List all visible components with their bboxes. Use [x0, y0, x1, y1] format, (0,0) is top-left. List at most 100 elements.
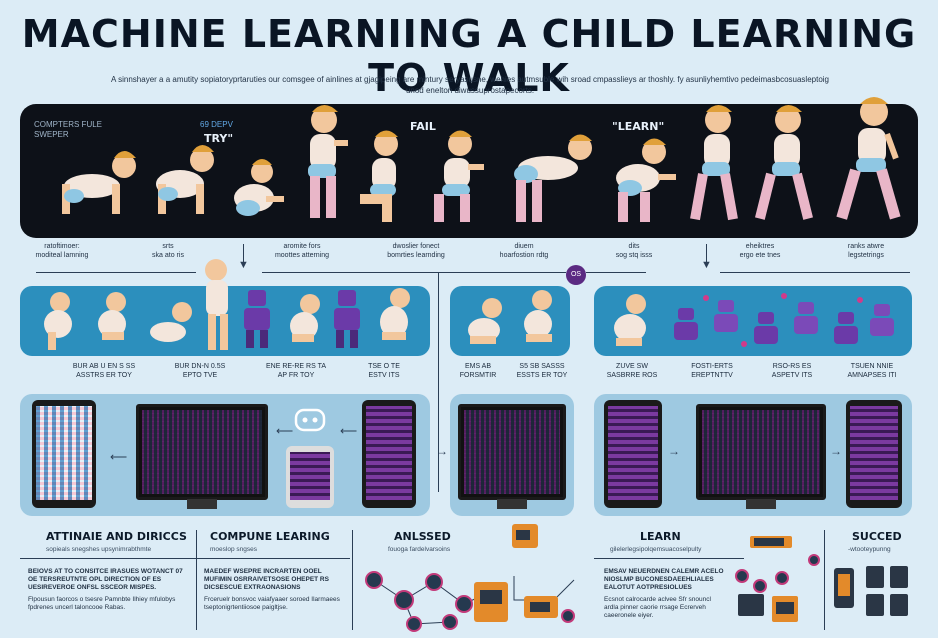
monitor-data-visualization: [458, 404, 566, 509]
caption-line: ESTV ITS: [368, 372, 400, 379]
child-and-robots-illustration: [614, 293, 894, 347]
caption-line: srts: [162, 243, 174, 250]
caption-line: legstetrings: [848, 252, 884, 259]
section-title-analyzed: ANLSSED: [394, 530, 451, 543]
monitor-data-visualization: [136, 404, 268, 509]
connector-line: [720, 272, 910, 273]
arrow-right-icon: →: [830, 444, 842, 458]
os-badge: OS: [566, 265, 586, 285]
arrow-right-icon: →: [668, 444, 680, 458]
caption-line: AMNAPSES ITI: [847, 372, 897, 379]
caption-line: SASBRRE ROS: [606, 372, 658, 379]
bottom-text-block: MAEDEF WSEPRE INCRARTEN OOEL MUFIMIN OSR…: [204, 568, 344, 612]
connector-line: [706, 244, 707, 264]
children-and-robots-illustration: [44, 259, 410, 350]
section-title-attitude: ATTINAIE AND DIRICCS: [46, 530, 187, 543]
section-sub-compute: moeslop sngses: [210, 546, 257, 553]
monitor-screen: [142, 410, 262, 494]
connector-line: [352, 530, 353, 630]
section-title-succeed: SUCCED: [852, 530, 902, 543]
small-tablet: [286, 446, 334, 508]
caption-line: dwoslier fonect: [392, 243, 440, 250]
caption-line: ranks atwre: [847, 243, 885, 250]
panel-caption: EMS AB FORSMTIR: [448, 362, 508, 380]
band-caption: dits sog stq isss: [594, 242, 674, 260]
section-sub-analyzed: fouoga fardelvarsoins: [388, 546, 451, 553]
panel-caption: FOSTI-ERTS EREPTNTTV: [672, 362, 752, 380]
tablet-screen: [36, 406, 92, 500]
caption-line: diuem: [514, 243, 534, 250]
arrow-down-icon: ▼: [701, 259, 712, 271]
caption-line: RSO-RS ES: [772, 363, 812, 370]
tablet-heatmap: [32, 400, 96, 508]
connector-line: [20, 558, 350, 559]
panel-caption: RSO-RS ES ASPETV ITS: [752, 362, 832, 380]
caption-line: hoarfostion rdtg: [499, 252, 549, 259]
caption-line: sog stq isss: [615, 252, 653, 259]
caption-line: FORSMTIR: [459, 372, 497, 379]
bottom-text-heading: EMSAV NEUERDNEN CALEMR ACELO NIOSLMP BUC…: [604, 568, 724, 591]
band-caption: eheiktres ergo ete tnes: [720, 242, 800, 260]
connector-line: [196, 530, 197, 630]
caption-line: TSUEN NNIE: [850, 363, 894, 370]
tablet-dashboard: [846, 400, 902, 508]
caption-line: ZUVE SW: [616, 363, 648, 370]
section-sub-learn: gilelerlegsipolqemsuacoselpulty: [610, 546, 702, 553]
caption-line: aromite fors: [283, 243, 321, 250]
monitor-stand: [746, 499, 776, 509]
band-caption: diuem hoarfostion rdtg: [484, 242, 564, 260]
devices-illustration: [735, 536, 908, 622]
section-sub-attitude: sopieals snegshes upsynimrabthmte: [46, 546, 152, 553]
band-left-label: COMPTERS FULE SWEPER: [34, 120, 103, 139]
tablet-screen: [850, 406, 898, 500]
bottom-text-body: Frceruelr bonsvoc vaiafyaaer soroed Ilar…: [204, 596, 340, 611]
caption-line: BUR DN-N 0.5S: [174, 363, 226, 370]
band-caption: dwoslier fonect bomrties learnding: [376, 242, 456, 260]
panel-caption: TSUEN NNIE AMNAPSES ITI: [832, 362, 912, 380]
caption-line: AP FR TOY: [277, 372, 315, 379]
children-illustration: [468, 290, 552, 344]
tablet-screen: [608, 406, 658, 500]
page-subtitle: A sinnshayer a a amutity sopiatoryprtaru…: [111, 75, 829, 95]
caption-line: moottes atterning: [274, 252, 330, 259]
caption-line: FOSTI-ERTS: [691, 363, 733, 370]
band-caption: ranks atwre legstetrings: [826, 242, 906, 260]
tablet-screen: [366, 406, 412, 500]
squatting-child-illustration: [616, 138, 676, 222]
monitor-stand: [497, 499, 527, 509]
walking-child-illustration: [836, 97, 901, 220]
device-icon: [512, 524, 538, 548]
stage-try-label: TRY": [204, 132, 234, 145]
connector-line: [586, 272, 646, 273]
section-title-compute: COMPUNE LEARING: [210, 530, 330, 543]
monitor-data-visualization: [696, 404, 826, 509]
arrow-right-icon: →: [436, 444, 448, 458]
caption-line: ASSTRS ER TOY: [76, 372, 132, 379]
bottom-text-block: BEIOVS AT TO CONSITCE IRASUES WOTANCT 07…: [28, 568, 192, 612]
tablet-dashboard: [604, 400, 662, 508]
caption-line: EREPTNTTV: [691, 372, 733, 379]
band-caption: srts ska ato ris: [128, 242, 208, 260]
caption-line: eheiktres: [745, 243, 775, 250]
caption-line: EMS AB: [464, 363, 492, 370]
connector-line: [594, 558, 744, 559]
connector-line: [36, 272, 196, 273]
sitting-child-illustration: [234, 159, 284, 216]
connector-line: [438, 272, 566, 273]
tablet-screen: [290, 452, 330, 500]
panel-caption: ZUVE SW SASBRRE ROS: [592, 362, 672, 380]
connector-line: [243, 244, 244, 264]
caption-line: dits: [628, 243, 640, 250]
crawling-child-illustration: [156, 145, 214, 214]
section-title-learn: LEARN: [640, 530, 681, 543]
caption-line: ENE RE-RE RS TA: [265, 363, 327, 370]
arrow-down-icon: ▼: [238, 259, 249, 271]
tablet-dashboard: [362, 400, 416, 508]
bottom-text-body: Flpousun faorcos o tsesre Pamnbte Ilhiey…: [28, 596, 176, 611]
band-small-label: 69 DEPV: [200, 120, 233, 129]
connector-line: [438, 272, 439, 492]
stages-band: COMPTERS FULE SWEPER 69 DEPV TRY" FAIL "…: [20, 97, 918, 238]
panel-caption: ENE RE-RE RS TA AP FR TOY: [256, 362, 336, 380]
monitor-screen: [464, 410, 560, 494]
arrow-left-icon: ⟵: [276, 424, 294, 438]
